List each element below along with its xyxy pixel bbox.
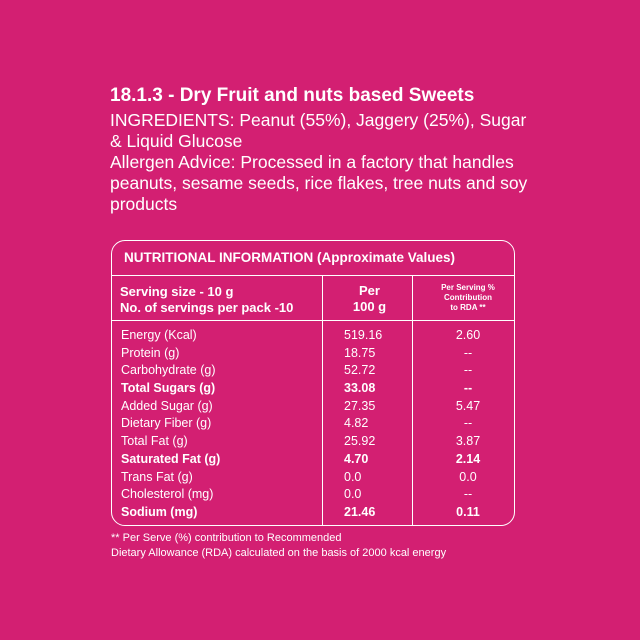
nutrient-name: Protein (g) [121,345,180,360]
per-100g-value: 52.72 [344,363,376,378]
per-100g-value: 4.82 [344,416,369,431]
nutrient-name: Total Sugars (g) [121,381,216,396]
nutrient-name: Dietary Fiber (g) [121,416,212,431]
per-100g-value: 0.0 [344,469,362,484]
nutrition-table-title: NUTRITIONAL INFORMATION (Approximate Val… [112,241,514,276]
rda-value: 3.87 [455,434,481,449]
nutrient-row: Carbohydrate (g) 52.72 -- [112,362,514,380]
per-100g-value: 25.92 [344,434,376,449]
servings-per-pack: No. of servings per pack -10 [120,300,294,315]
header-divider [112,320,514,321]
rda-value: 5.47 [455,398,481,413]
per-100g-label: 100 g [352,299,387,314]
nutrient-row: Trans Fat (g) 0.0 0.0 [112,469,514,487]
rda-value: 0.11 [456,504,480,519]
per-100g-value: 33.08 [344,381,376,396]
nutrient-name: Cholesterol (mg) [121,487,214,502]
product-heading: 18.1.3 - Dry Fruit and nuts based Sweets [110,85,475,106]
nutrient-row: Added Sugar (g) 27.35 5.47 [112,398,514,416]
nutrition-table: NUTRITIONAL INFORMATION (Approximate Val… [111,240,515,526]
nutrient-name: Total Fat (g) [121,434,188,449]
column-divider [322,276,323,525]
serving-header: Serving size - 10 g No. of servings per … [120,284,293,316]
rda-value: -- [463,487,473,502]
per-100g-value: 18.75 [344,345,376,360]
rda-value: -- [463,363,473,378]
rda-label-line-2: Contribution [444,293,492,302]
rda-header: Per Serving % Contribution to RDA ** [420,283,514,313]
allergen-text: Allergen Advice: Processed in a factory … [110,152,528,214]
nutrient-name: Saturated Fat (g) [121,451,221,466]
column-divider [412,276,413,525]
nutrient-row: Saturated Fat (g) 4.70 2.14 [112,451,514,469]
per-100g-value: 0.0 [344,487,362,502]
rda-label-line-1: Per Serving % [441,283,495,292]
nutrient-row: Dietary Fiber (g) 4.82 -- [112,415,514,433]
nutrient-name: Sodium (mg) [121,504,198,519]
rda-value: 0.0 [459,469,477,484]
nutrient-row: Cholesterol (mg) 0.0 -- [112,486,514,504]
nutrient-rows: Energy (Kcal) 519.16 2.60 Protein (g) 18.75 -… [112,327,514,522]
nutrition-grid: Serving size - 10 g No. of servings per … [112,276,514,525]
nutrient-row: Total Sugars (g) 33.08 -- [112,380,514,398]
nutrient-name: Trans Fat (g) [121,469,193,484]
nutrient-row: Total Fat (g) 25.92 3.87 [112,433,514,451]
nutrient-name: Energy (Kcal) [121,328,197,342]
footnote-line-1: ** Per Serve (%) contribution to Recomme… [111,532,342,544]
nutrient-row: Energy (Kcal) 519.16 2.60 [112,327,514,345]
per-label: Per [359,283,380,298]
rda-label-line-3: to RDA ** [450,303,486,312]
rda-value: 2.60 [455,328,481,342]
footnote-line-2: Dietary Allowance (RDA) calculated on th… [111,547,447,559]
rda-value: -- [463,416,473,431]
product-info: 18.1.3 - Dry Fruit and nuts based Sweets… [110,84,530,215]
rda-value: -- [463,345,473,360]
per-100g-header: Per 100 g [332,283,407,315]
nutrient-row: Sodium (mg) 21.46 0.11 [112,504,514,522]
per-100g-value: 4.70 [344,451,369,466]
per-100g-value: 21.46 [344,504,376,519]
per-100g-value: 519.16 [344,328,383,342]
nutrient-row: Protein (g) 18.75 -- [112,345,514,363]
rda-value: -- [463,381,473,396]
serving-size: Serving size - 10 g [120,284,234,299]
nutrient-name: Carbohydrate (g) [121,363,216,378]
per-100g-value: 27.35 [344,398,376,413]
nutrient-name: Added Sugar (g) [121,398,213,413]
footnote: ** Per Serve (%) contribution to Recomme… [111,531,446,561]
rda-value: 2.14 [455,451,481,466]
ingredients-text: INGREDIENTS: Peanut (55%), Jaggery (25%)… [110,110,527,151]
